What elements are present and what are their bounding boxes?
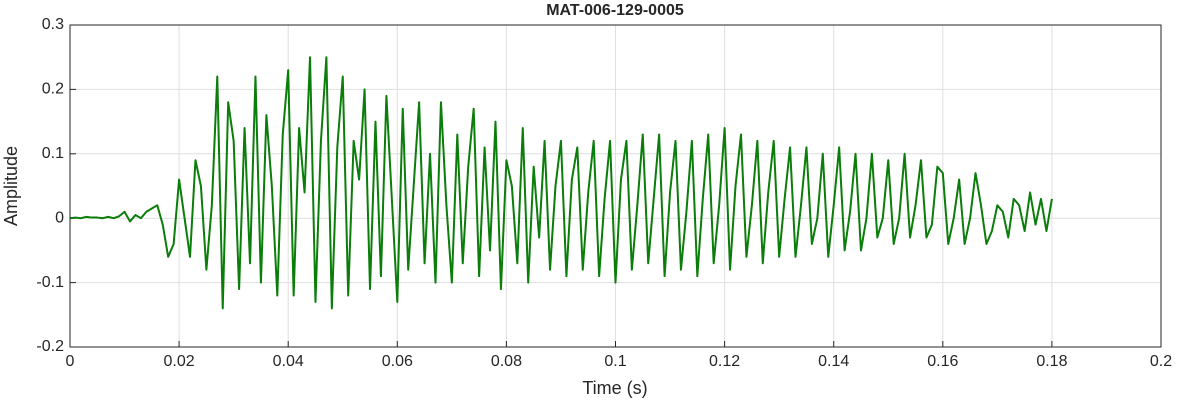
x-tick-label: 0.1 xyxy=(604,353,626,370)
x-tick-label: 0.04 xyxy=(273,353,304,370)
x-axis-label: Time (s) xyxy=(582,378,647,398)
y-tick-label: 0 xyxy=(55,209,64,226)
x-tick-label: 0.16 xyxy=(927,353,958,370)
x-tick-label: 0.14 xyxy=(818,353,849,370)
x-tick-label: 0.18 xyxy=(1036,353,1067,370)
y-axis-label: Amplitude xyxy=(1,146,21,226)
x-tick-label: 0 xyxy=(66,353,75,370)
waveform-line xyxy=(69,56,1053,310)
y-tick-label: -0.2 xyxy=(36,338,64,355)
y-tick-label: 0.1 xyxy=(42,145,64,162)
x-tick-label: 0.06 xyxy=(382,353,413,370)
x-tick-label: 0.2 xyxy=(1150,353,1172,370)
plot-frame xyxy=(69,24,1162,348)
y-tick-label: 0.2 xyxy=(42,81,64,98)
x-tick-label: 0.02 xyxy=(164,353,195,370)
x-tick-label: 0.08 xyxy=(491,353,522,370)
y-tick-label: 0.3 xyxy=(42,16,64,33)
chart-title: MAT-006-129-0005 xyxy=(546,2,684,19)
x-tick-label: 0.12 xyxy=(709,353,740,370)
y-tick-label: -0.1 xyxy=(36,274,64,291)
